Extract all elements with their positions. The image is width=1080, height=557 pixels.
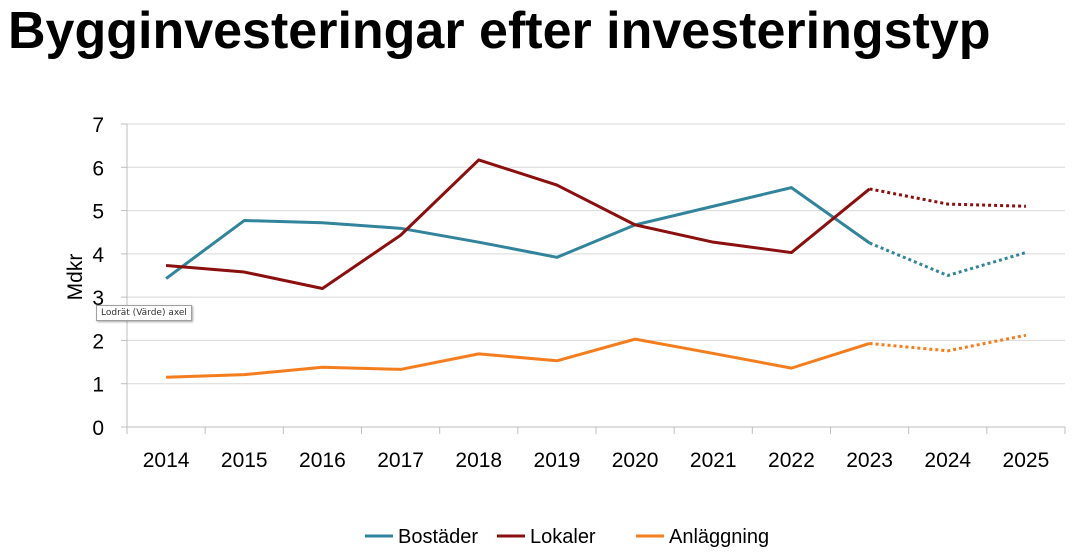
series-line-actual [165, 186, 871, 280]
series-anläggning [165, 333, 1027, 379]
axes [121, 123, 1066, 434]
y-axis-label: Mdkr [64, 254, 87, 301]
x-tick-label: 2020 [612, 449, 659, 472]
axis-tooltip: Lodrät (Värde) axel [96, 305, 192, 321]
x-tick-label: 2018 [455, 449, 502, 472]
y-tick-label: 3 [92, 287, 104, 310]
x-tick-label: 2023 [846, 449, 893, 472]
x-tick-label: 2022 [768, 449, 815, 472]
legend-label: Bostäder [398, 526, 478, 548]
x-tick-label: 2017 [377, 449, 424, 472]
x-tick-label: 2024 [924, 449, 971, 472]
y-tick-label: 4 [92, 244, 104, 267]
y-tick-label: 2 [92, 330, 104, 353]
x-tick-label: 2021 [690, 449, 737, 472]
legend-label: Lokaler [530, 526, 596, 548]
tick-labels: 0 1 2 3 4 5 6 7 2014 2015 2016 2017 2018 2019 2020 2021… [64, 114, 1049, 472]
y-tick-label: 1 [92, 374, 104, 397]
series-line-forecast [869, 187, 1026, 208]
series-lokaler [165, 158, 1027, 290]
y-tick-label: 5 [92, 201, 104, 224]
x-tick-label: 2019 [534, 449, 581, 472]
series-line-forecast [869, 241, 1027, 278]
series-bostäder [165, 186, 1027, 280]
series-line-actual [166, 337, 871, 379]
legend-item-anläggning: Anläggning [636, 526, 769, 548]
series-line-actual [165, 158, 871, 290]
y-tick-label: 0 [92, 417, 104, 440]
x-tick-label: 2014 [143, 449, 190, 472]
x-tick-label: 2015 [221, 449, 268, 472]
y-tick-label: 6 [92, 157, 104, 180]
legend-item-lokaler: Lokaler [497, 526, 596, 548]
legend-label: Anläggning [669, 526, 769, 548]
series-line-forecast [869, 333, 1027, 353]
grid-lines [127, 123, 1065, 385]
x-tick-label: 2016 [299, 449, 346, 472]
y-tick-label: 7 [92, 114, 104, 137]
legend: Bostäder Lokaler Anläggning [365, 526, 769, 548]
x-tick-label: 2025 [1003, 449, 1050, 472]
legend-item-bostäder: Bostäder [365, 526, 478, 548]
series-lines [165, 158, 1027, 379]
page-title: Bygginvesteringar efter investeringstyp [8, 2, 991, 60]
